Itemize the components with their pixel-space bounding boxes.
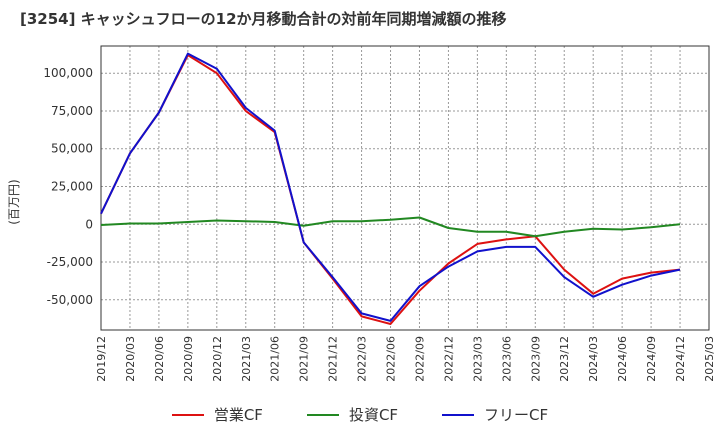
gridlines [100,46,710,330]
x-axis-ticks: 2019/12 2020/03 2020/06 2020/09 2020/12 2021/… [95,336,716,382]
series-line-investing-cf [100,216,681,238]
y-axis-ticks: -50,000 -25,000 0 25,000 50,000 75,000 100,000 [43,66,93,307]
legend-item-operating-cf: 営業CF [171,404,263,425]
x-tick-label: 2022/09 [413,336,426,382]
legend-label-investing-cf: 投資CF [348,406,399,424]
x-tick-label: 2023/09 [529,336,542,382]
x-tick-label: 2020/09 [182,336,195,382]
chart-title: [3254] キャッシュフローの12か月移動合計の対前年同期増減額の推移 [20,10,507,28]
x-tick-label: 2020/12 [211,336,224,382]
x-tick-label: 2021/06 [269,336,282,382]
legend-item-investing-cf: 投資CF [306,404,399,425]
legend-swatch-operating-cf [171,413,204,416]
x-tick-label: 2022/03 [356,336,369,382]
x-tick-label: 2024/03 [587,336,600,382]
x-tick-label: 2022/06 [385,336,398,382]
x-tick-label: 2022/12 [442,336,455,382]
x-tick-label: 2020/06 [153,336,166,382]
x-tick-label: 2024/06 [616,336,629,382]
y-tick-label: -25,000 [47,255,93,269]
legend-swatch-free-cf [442,413,475,416]
x-tick-label: 2020/03 [124,336,137,382]
legend-item-free-cf: フリーCF [442,404,548,425]
legend: 営業CF 投資CF フリーCF [0,404,720,425]
y-tick-label: 50,000 [51,142,93,156]
y-tick-label: 100,000 [43,66,93,80]
x-tick-label: 2024/09 [645,336,658,382]
y-tick-label: 0 [85,217,93,231]
x-tick-label: 2021/03 [240,336,253,382]
y-tick-label: 25,000 [51,179,93,193]
legend-label-free-cf: フリーCF [484,406,549,424]
series-line-operating-cf [100,54,681,325]
x-tick-label: 2025/03 [703,336,716,382]
x-tick-label: 2024/12 [674,336,687,382]
y-axis-label: (百万円) [7,179,21,224]
x-tick-label: 2023/06 [500,336,513,382]
x-tick-label: 2021/09 [298,336,311,382]
series-line-free-cf [100,52,681,322]
x-tick-label: 2023/12 [558,336,571,382]
y-tick-label: 75,000 [51,104,93,118]
x-tick-label: 2023/03 [471,336,484,382]
x-tick-label: 2019/12 [95,336,108,382]
y-tick-label: -50,000 [47,293,93,307]
x-tick-label: 2021/12 [327,336,340,382]
plot-frame [100,45,710,331]
legend-swatch-investing-cf [306,413,339,416]
legend-label-operating-cf: 営業CF [213,406,263,424]
series-lines [100,52,681,325]
